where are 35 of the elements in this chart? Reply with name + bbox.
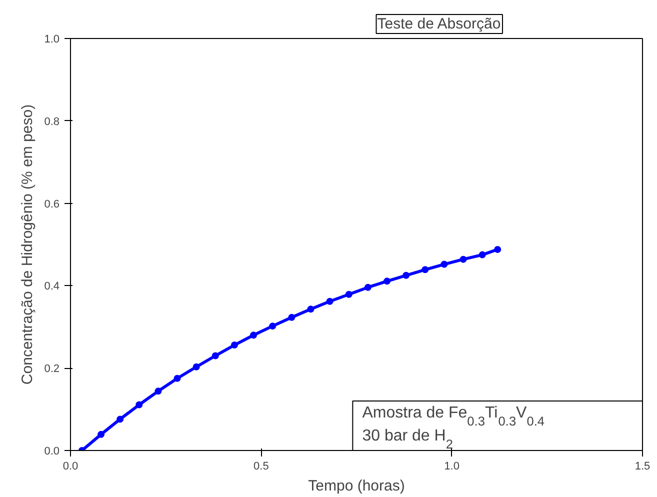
x-tick-label: 0.5 [254,460,269,472]
point [460,256,467,263]
y-axis-title: Concentração de Hidrogênio (% em peso) [19,104,36,385]
point [364,284,372,291]
x-tick-label: 1.5 [634,460,650,472]
y-tick-label: 0.2 [44,363,60,376]
point [250,332,258,339]
x-tick-label: 1.0 [444,460,460,472]
point [384,278,391,285]
point [440,260,448,268]
point [478,251,486,258]
x-axis-title: Tempo (horas) [308,478,405,494]
y-tick-label: 0.0 [44,446,60,458]
point [307,306,314,313]
point [174,374,181,382]
y-tick-label: 0.4 [44,280,60,293]
point [230,342,238,349]
y-tick-label: 0.6 [44,198,60,210]
y-tick-label: 0.8 [44,116,60,128]
point [494,246,502,253]
point [422,266,429,274]
point [192,363,200,370]
point [326,298,334,305]
chart-title: Teste de Absorção [377,16,501,32]
point [288,314,296,321]
point [136,401,143,408]
point [98,430,105,438]
point [402,272,410,279]
x-tick-label: 0.0 [62,460,78,472]
y-tick-label: 1.0 [44,34,60,46]
point [116,416,124,423]
point [154,388,162,395]
point [345,290,352,298]
point [269,322,276,330]
point [212,352,219,360]
